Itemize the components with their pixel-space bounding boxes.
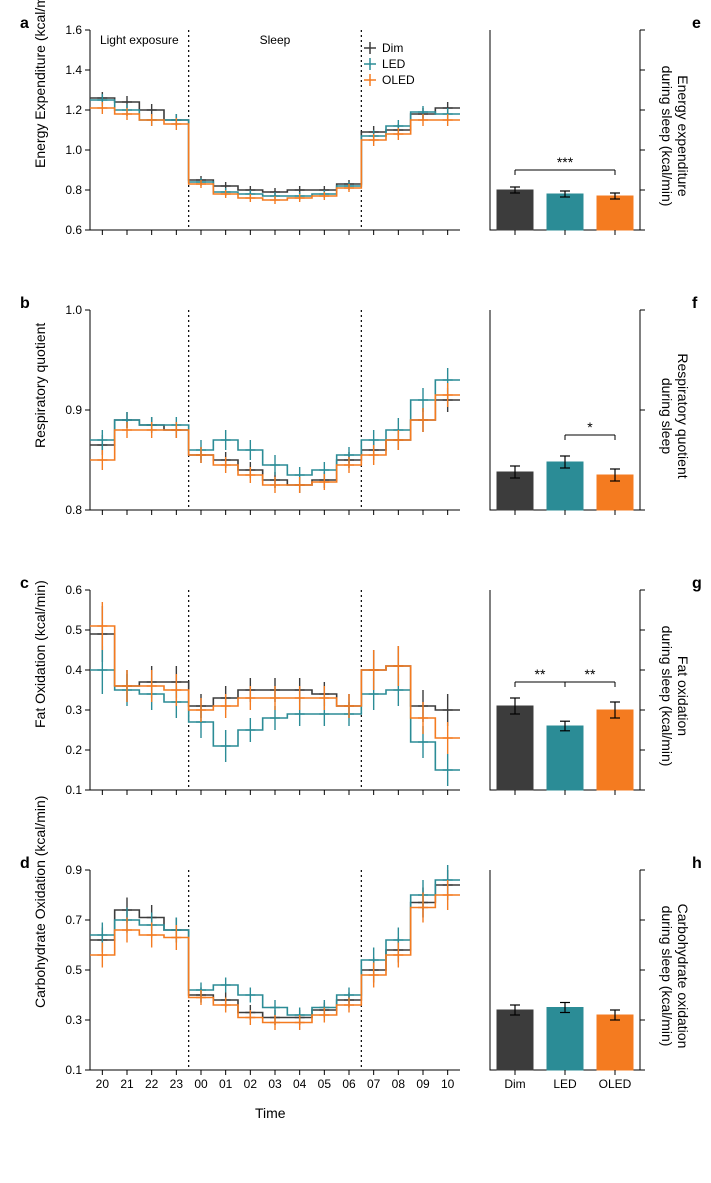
- svg-text:Dim: Dim: [504, 1077, 525, 1091]
- timeseries-panel-a: 0.60.81.01.21.41.6Light exposureSleepDim…: [90, 30, 470, 260]
- svg-text:**: **: [585, 666, 596, 682]
- svg-text:06: 06: [342, 1077, 356, 1091]
- svg-text:01: 01: [219, 1077, 233, 1091]
- svg-text:*: *: [587, 419, 593, 435]
- xlabel-time: Time: [255, 1105, 286, 1121]
- svg-text:1.0: 1.0: [65, 143, 82, 157]
- panel-letter-g: g: [692, 575, 702, 593]
- svg-text:03: 03: [268, 1077, 282, 1091]
- svg-text:LED: LED: [382, 57, 406, 71]
- bar-panel-g: ** **: [490, 590, 650, 820]
- ylabel-e: Energy expenditure during sleep (kcal/mi…: [659, 56, 691, 216]
- panel-letter-d: d: [20, 855, 30, 873]
- svg-text:02: 02: [244, 1077, 258, 1091]
- svg-text:0.3: 0.3: [65, 703, 82, 717]
- svg-text:0.2: 0.2: [65, 743, 82, 757]
- svg-text:Dim: Dim: [382, 41, 403, 55]
- panel-letter-e: e: [692, 15, 701, 33]
- svg-text:0.8: 0.8: [65, 503, 82, 517]
- ylabel-f: Respiratory quotient during sleep: [659, 336, 691, 496]
- ylabel-h: Carbohydrate oxidation during sleep (kca…: [659, 896, 691, 1056]
- svg-text:1.6: 1.6: [65, 23, 82, 37]
- svg-text:0.1: 0.1: [65, 1063, 82, 1077]
- svg-text:0.9: 0.9: [65, 863, 82, 877]
- timeseries-panel-d: 0.10.30.50.70.92021222300010203040506070…: [90, 870, 470, 1100]
- svg-text:20: 20: [96, 1077, 110, 1091]
- svg-text:10: 10: [441, 1077, 455, 1091]
- panel-letter-a: a: [20, 15, 29, 33]
- svg-text:23: 23: [170, 1077, 184, 1091]
- svg-text:0.7: 0.7: [65, 913, 82, 927]
- svg-text:OLED: OLED: [599, 1077, 632, 1091]
- svg-text:LED: LED: [553, 1077, 577, 1091]
- svg-text:0.6: 0.6: [65, 583, 82, 597]
- svg-text:0.3: 0.3: [65, 1013, 82, 1027]
- svg-text:0.6: 0.6: [65, 223, 82, 237]
- bar-panel-e: ***: [490, 30, 650, 260]
- panel-letter-h: h: [692, 855, 702, 873]
- ylabel-d: Carbohydrate Oxidation (kcal/min): [32, 928, 48, 1008]
- figure-root: 0.6 0.8 1.0 1.2 1.4 1.6 Light exposure Sleep Dim…: [0, 0, 711, 1183]
- timeseries-panel-b: 0.80.91.0: [90, 310, 470, 540]
- ylabel-g: Fat oxidation during sleep (kcal/min): [659, 616, 691, 776]
- svg-text:21: 21: [120, 1077, 134, 1091]
- panel-letter-f: f: [692, 295, 697, 313]
- svg-text:OLED: OLED: [382, 73, 415, 87]
- svg-text:07: 07: [367, 1077, 381, 1091]
- svg-text:***: ***: [557, 154, 574, 170]
- svg-text:0.5: 0.5: [65, 963, 82, 977]
- svg-text:08: 08: [392, 1077, 406, 1091]
- bar-panel-f: *: [490, 310, 650, 540]
- panel-letter-b: b: [20, 295, 30, 313]
- timeseries-panel-c: 0.10.20.30.40.50.6: [90, 590, 470, 820]
- svg-text:0.1: 0.1: [65, 783, 82, 797]
- ylabel-c: Fat Oxidation (kcal/min): [32, 648, 48, 728]
- svg-text:0.5: 0.5: [65, 623, 82, 637]
- svg-text:0.9: 0.9: [65, 403, 82, 417]
- svg-text:1.2: 1.2: [65, 103, 82, 117]
- svg-text:09: 09: [416, 1077, 430, 1091]
- svg-text:**: **: [535, 666, 546, 682]
- svg-text:Light exposure: Light exposure: [100, 33, 179, 47]
- svg-text:1.4: 1.4: [65, 63, 82, 77]
- panel-letter-c: c: [20, 575, 29, 593]
- svg-text:1.0: 1.0: [65, 303, 82, 317]
- svg-text:05: 05: [318, 1077, 332, 1091]
- bar-panel-h: Dim LED OLED: [490, 870, 650, 1100]
- ylabel-a: Energy Expenditure (kcal/min): [32, 88, 48, 168]
- ylabel-b: Respiratory quotient: [32, 368, 48, 448]
- svg-text:0.8: 0.8: [65, 183, 82, 197]
- svg-text:00: 00: [194, 1077, 208, 1091]
- svg-text:0.4: 0.4: [65, 663, 82, 677]
- svg-text:Sleep: Sleep: [260, 33, 291, 47]
- svg-text:22: 22: [145, 1077, 159, 1091]
- svg-text:04: 04: [293, 1077, 307, 1091]
